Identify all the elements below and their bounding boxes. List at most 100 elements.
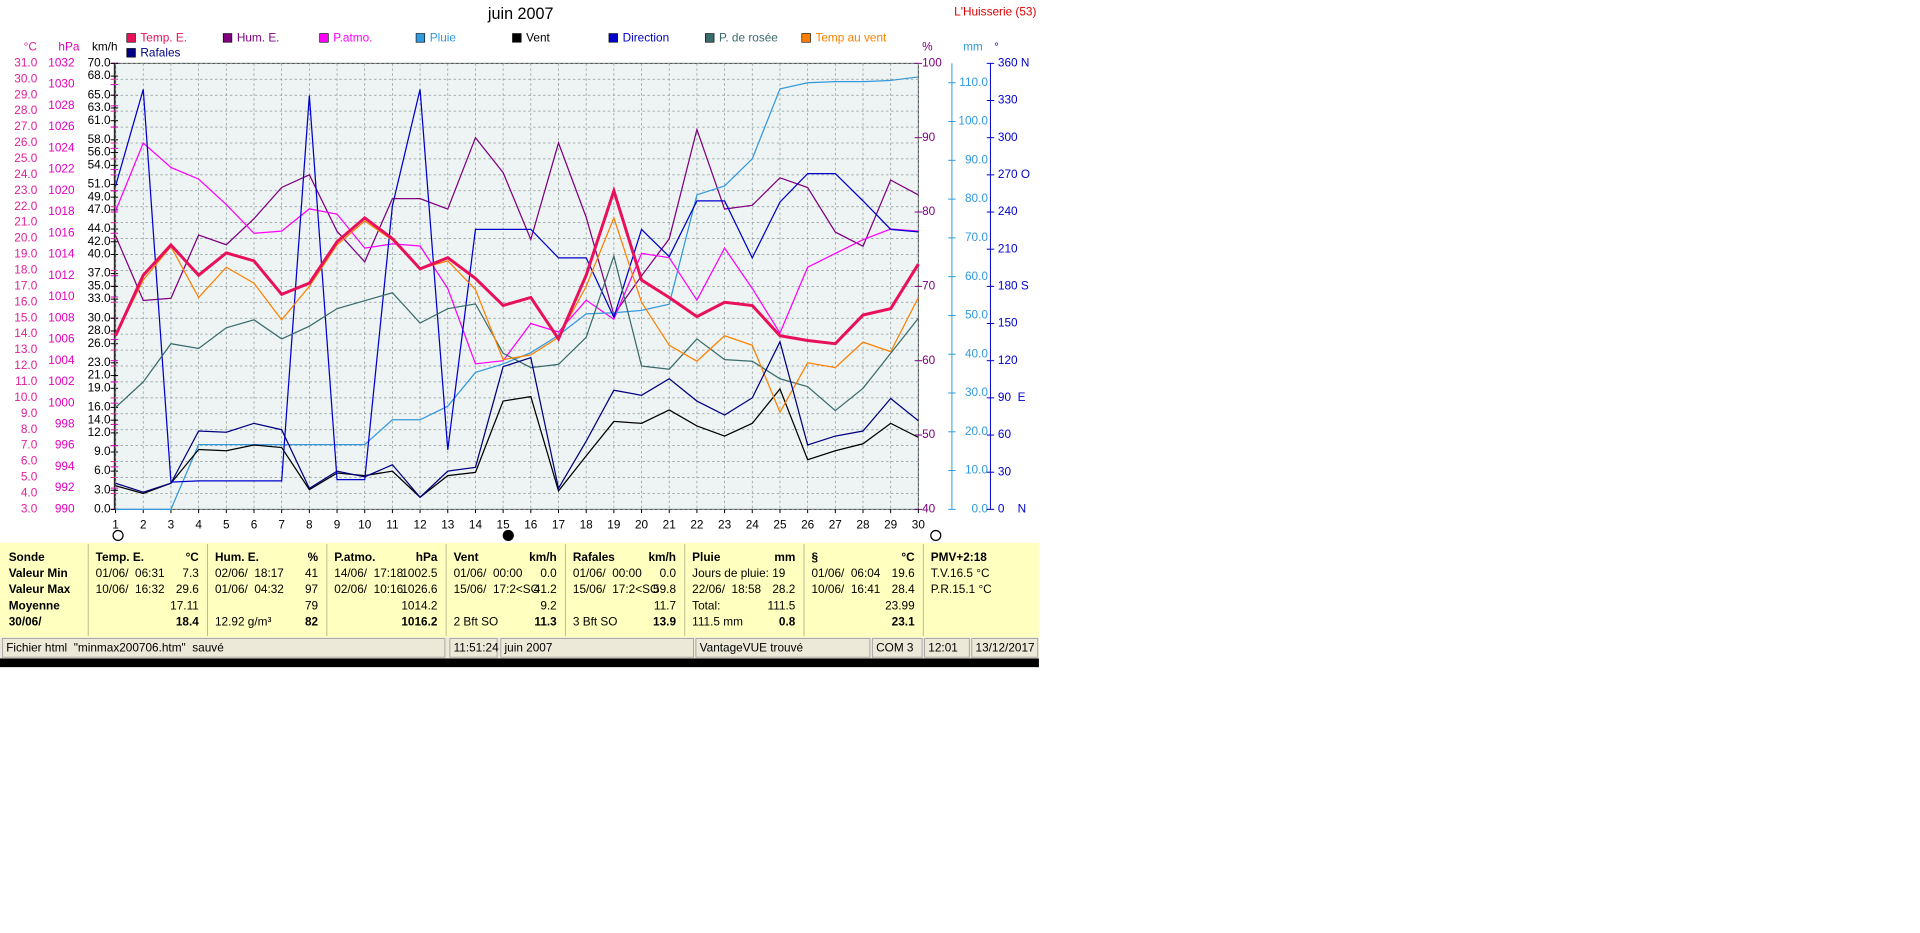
y-tick-label: 1018 (48, 204, 75, 218)
x-tick-label: 19 (607, 518, 620, 532)
y-tick-label: 80 (922, 204, 936, 218)
series-line (115, 387, 919, 499)
table-cell: 01/06/ 00:00 (454, 566, 523, 580)
y-tick-label: 6.0 (21, 454, 38, 468)
y-tick-label: 330 (998, 93, 1018, 107)
y-tick-label: 68.0 (88, 68, 111, 82)
y-tick-label: 150 (998, 316, 1018, 330)
y-tick-label: 30.0 (14, 71, 37, 85)
legend-swatch (608, 33, 618, 43)
y-tick-label: 90 (922, 130, 936, 144)
y-tick-label: 35.0 (88, 278, 111, 292)
table-cell: T.V.16.5 °C (931, 566, 990, 580)
y-tick-label: 1028 (48, 98, 75, 112)
legend-label: P.atmo. (333, 31, 372, 45)
y-tick-label: 25.0 (14, 151, 37, 165)
y-tick-label: 70.0 (88, 55, 111, 69)
legend-swatch (126, 48, 136, 58)
y-tick-label: 4.0 (21, 486, 38, 500)
y-tick-label: 60 (922, 353, 936, 367)
y-tick-label: 12.0 (88, 425, 111, 439)
table-cell: 0.0 (660, 566, 677, 580)
status-cell (2, 638, 446, 658)
y-tick-label: 60 (998, 427, 1012, 441)
table-cell: 13.9 (653, 615, 676, 629)
table-cell: 97 (305, 582, 318, 596)
y-tick-label: 1022 (48, 162, 74, 176)
y-tick-label: 18.0 (14, 263, 37, 277)
status-cell (871, 638, 923, 658)
table-cell: mm (774, 550, 795, 564)
table-cell: Pluie (692, 550, 721, 564)
y-tick-label: 1026 (48, 119, 75, 133)
axis-unit-label: °C (24, 39, 38, 53)
table-cell: 01/06/ 06:31 (96, 566, 165, 580)
table-cell: 18.4 (176, 615, 199, 629)
y-tick-label: 16.0 (88, 400, 111, 414)
summary-panel (0, 542, 1039, 638)
legend-swatch (222, 33, 233, 43)
y-tick-label: 996 (55, 438, 75, 452)
y-tick-label: 998 (55, 417, 75, 431)
table-cell: 1014.2 (401, 598, 437, 612)
y-tick-label: 1008 (48, 310, 75, 324)
series-line (115, 76, 919, 510)
x-tick-label: 2 (140, 518, 147, 532)
legend-label: Hum. E. (237, 31, 280, 45)
table-cell: hPa (416, 550, 438, 564)
x-tick-label: 18 (580, 518, 594, 532)
x-tick-label: 24 (746, 518, 760, 532)
y-tick-label: 63.0 (88, 100, 111, 114)
y-tick-label: 5.0 (21, 470, 38, 484)
y-tick-label: 17.0 (14, 278, 37, 292)
y-tick-label: 1020 (48, 183, 75, 197)
y-tick-label: 1032 (48, 55, 74, 69)
y-tick-label: 9.0 (94, 444, 111, 458)
status-text: 11:51:24 (454, 641, 499, 655)
table-cell: 111.5 mm (692, 615, 743, 629)
table-cell: 41 (305, 566, 318, 580)
y-tick-label: 44.0 (88, 221, 111, 235)
x-tick-label: 10 (358, 518, 372, 532)
y-tick-label: 30 (998, 464, 1012, 478)
y-tick-label: 26.0 (88, 336, 111, 350)
status-cell (695, 638, 871, 658)
table-cell: 41.2 (534, 582, 557, 596)
table-cell: 19.6 (892, 566, 915, 580)
x-tick-label: 12 (414, 518, 427, 532)
status-text: Fichier html "minmax200706.htm" sauvé (6, 641, 224, 655)
table-cell: 82 (305, 615, 319, 629)
y-tick-label: 1002 (48, 374, 74, 388)
table-cell: Valeur Min (9, 566, 68, 580)
x-tick-label: 21 (663, 518, 676, 532)
table-cell: Jours de pluie: 19 (692, 566, 785, 580)
series-line (114, 89, 919, 483)
y-tick-label: 270 O (998, 167, 1030, 181)
y-tick-label: 300 (998, 130, 1018, 144)
y-tick-label: 1000 (48, 395, 75, 409)
y-tick-label: 7.0 (21, 438, 38, 452)
legend-swatch (705, 33, 715, 43)
y-tick-label: 180 S (998, 278, 1029, 292)
x-tick-label: 14 (469, 518, 483, 532)
table-cell: km/h (529, 550, 557, 564)
y-tick-label: 37.0 (88, 266, 111, 280)
x-tick-label: 11 (386, 518, 398, 532)
y-tick-label: 13.0 (14, 342, 37, 356)
table-cell: 7.3 (182, 566, 199, 580)
table-cell: % (308, 550, 319, 564)
y-tick-label: 61.0 (88, 113, 111, 127)
table-cell: 23.1 (892, 615, 915, 629)
table-cell: 28.4 (892, 582, 915, 596)
x-tick-label: 9 (334, 518, 341, 532)
series-line (115, 253, 919, 412)
table-cell: 10/06/ 16:41 (811, 582, 880, 596)
table-cell: 1026.6 (401, 582, 438, 596)
y-tick-label: 80.0 (965, 191, 988, 205)
status-bar (0, 637, 1039, 659)
table-cell: Vent (454, 550, 479, 564)
status-text: juin 2007 (504, 641, 553, 655)
table-cell: 15/06/ 17:2<SO (454, 582, 540, 596)
y-tick-label: 110.0 (959, 75, 988, 89)
x-tick-label: 7 (278, 518, 285, 532)
